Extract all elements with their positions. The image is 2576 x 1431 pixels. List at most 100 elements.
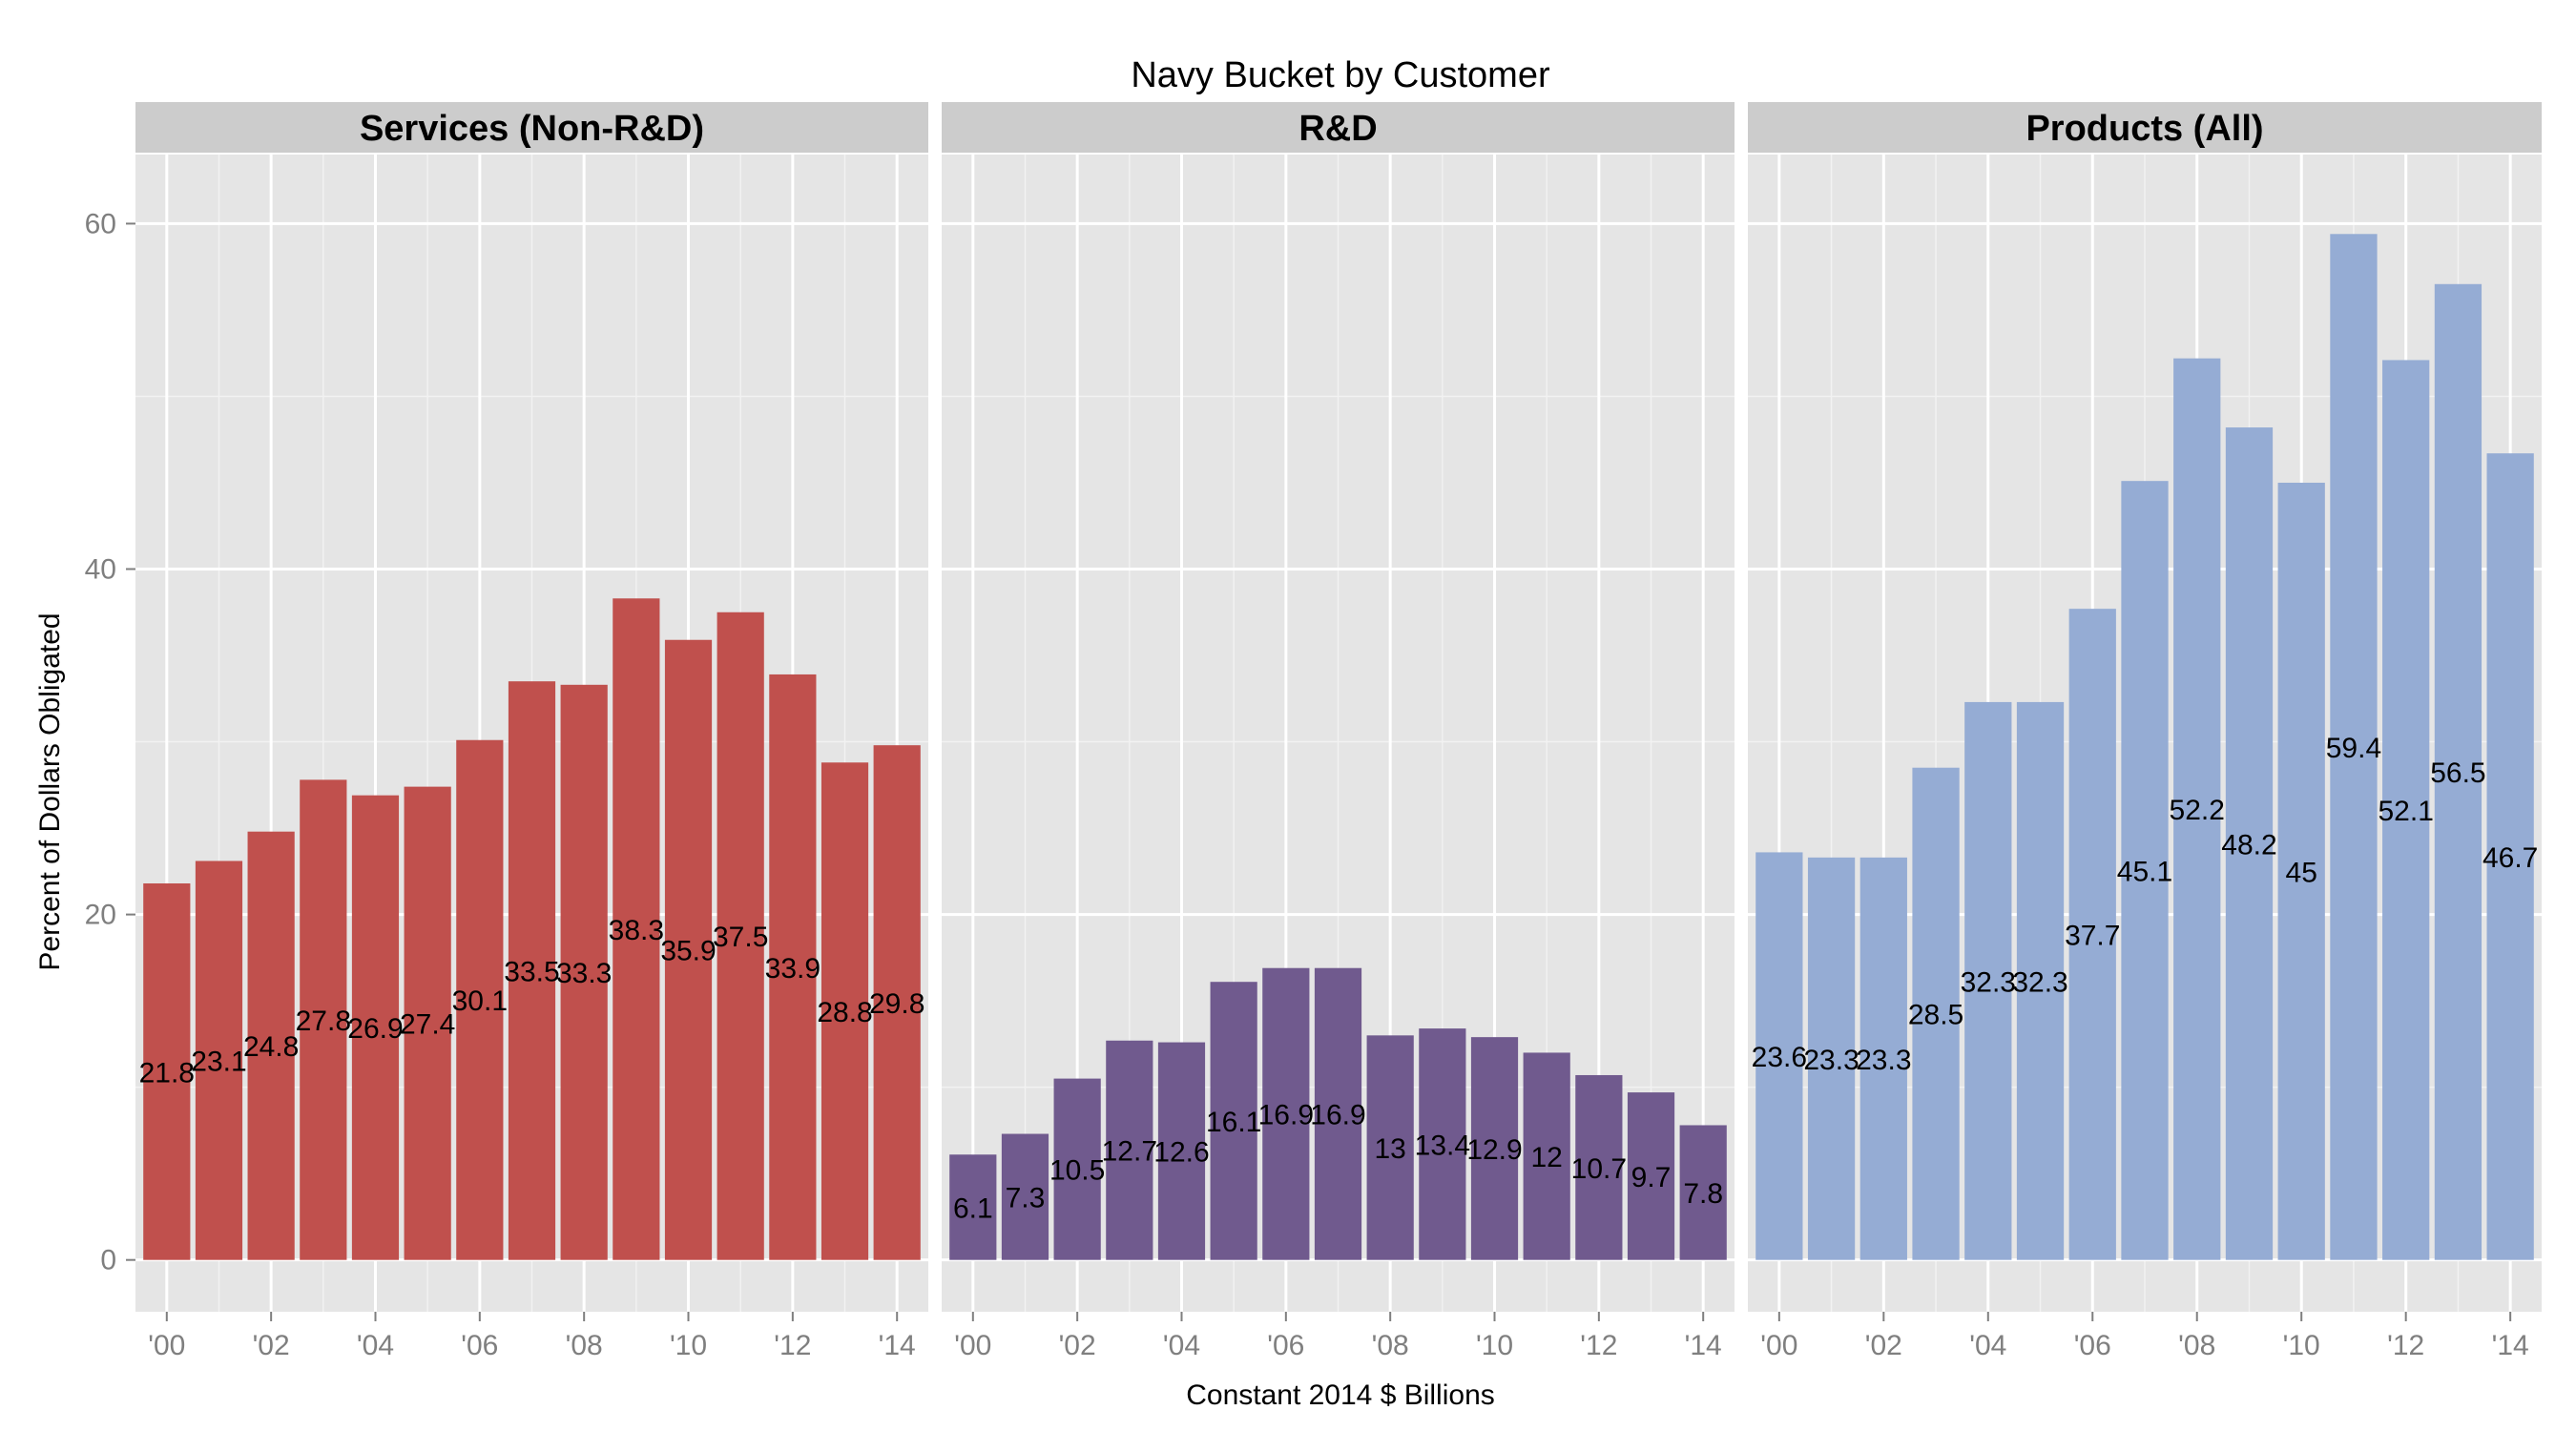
- bar: [2434, 283, 2483, 1260]
- bar: [456, 739, 504, 1260]
- bar: [1106, 1040, 1153, 1260]
- bar: [560, 684, 608, 1260]
- data-label: 6.1: [953, 1192, 993, 1224]
- bar: [1366, 1035, 1414, 1260]
- data-label: 24.8: [243, 1031, 299, 1063]
- data-label: 27.8: [296, 1006, 351, 1037]
- bar: [2277, 482, 2325, 1260]
- x-tick-label: '02: [1059, 1330, 1096, 1361]
- x-tick-label: '00: [1760, 1330, 1797, 1361]
- x-tick-label: '08: [566, 1330, 603, 1361]
- data-label: 26.9: [347, 1013, 403, 1045]
- bar: [1314, 967, 1362, 1260]
- y-axis-label: Percent of Dollars Obligated: [34, 612, 66, 970]
- facet-strip-label: Services (Non-R&D): [360, 109, 704, 149]
- x-tick-label: '08: [2178, 1330, 2215, 1361]
- data-label: 56.5: [2430, 757, 2485, 789]
- bar: [1157, 1042, 1206, 1260]
- x-tick-label: '04: [1163, 1330, 1200, 1361]
- x-axis-label: Constant 2014 $ Billions: [1186, 1379, 1495, 1411]
- data-label: 33.9: [765, 953, 821, 985]
- x-tick-label: '12: [774, 1330, 811, 1361]
- x-tick-label: '14: [1685, 1330, 1722, 1361]
- data-label: 9.7: [1631, 1162, 1672, 1193]
- y-tick-label: 20: [85, 900, 116, 931]
- data-label: 13.4: [1415, 1130, 1470, 1161]
- x-tick-label: '12: [2387, 1330, 2424, 1361]
- bar: [1419, 1028, 1466, 1260]
- x-tick-label: '14: [2492, 1330, 2529, 1361]
- x-tick-label: '02: [1865, 1330, 1902, 1361]
- data-label: 23.3: [1803, 1045, 1859, 1076]
- bar: [949, 1154, 997, 1260]
- bar: [2121, 481, 2169, 1260]
- data-label: 12.9: [1466, 1134, 1522, 1166]
- data-label: 45: [2286, 857, 2317, 888]
- data-label: 33.5: [504, 956, 559, 987]
- data-label: 59.4: [2326, 733, 2381, 764]
- bar: [404, 786, 451, 1260]
- bar: [2016, 701, 2065, 1260]
- x-tick-label: '10: [670, 1330, 707, 1361]
- data-label: 32.3: [2012, 966, 2067, 998]
- facet-strip: [135, 102, 928, 153]
- bar: [2173, 358, 2221, 1260]
- data-label: 7.3: [1006, 1183, 1046, 1214]
- bar: [2225, 427, 2274, 1260]
- panel-services-non-r-d: Services (Non-R&D) 21.823.124.827.826.927…: [135, 102, 928, 1361]
- x-tick-label: '10: [1476, 1330, 1513, 1361]
- bar: [2382, 360, 2430, 1260]
- bar: [300, 779, 347, 1260]
- data-label: 12.7: [1102, 1136, 1157, 1168]
- bar: [2330, 234, 2378, 1260]
- facet-panels: Services (Non-R&D) 21.823.124.827.826.927…: [135, 102, 2542, 1361]
- bar: [2486, 453, 2534, 1260]
- bar: [1859, 857, 1907, 1260]
- facet-strip-label: R&D: [1298, 109, 1377, 149]
- data-label: 16.1: [1206, 1107, 1261, 1138]
- bar: [1912, 767, 1960, 1260]
- facet-strip: [942, 102, 1735, 153]
- bar: [717, 612, 764, 1260]
- data-label: 37.5: [713, 922, 768, 953]
- data-label: 28.8: [817, 997, 872, 1028]
- x-tick-label: '06: [2074, 1330, 2111, 1361]
- x-tick-label: '04: [357, 1330, 394, 1361]
- facet-strip: [1748, 102, 2542, 153]
- x-tick-label: '04: [1969, 1330, 2006, 1361]
- data-label: 13: [1374, 1133, 1405, 1165]
- bar: [613, 598, 660, 1260]
- bar: [1964, 701, 2012, 1260]
- data-label: 52.1: [2378, 796, 2433, 827]
- bar: [873, 745, 921, 1260]
- bar: [1755, 852, 1803, 1260]
- data-label: 46.7: [2483, 842, 2538, 874]
- bar: [351, 795, 400, 1260]
- y-tick-label: 60: [85, 208, 116, 239]
- x-tick-label: '06: [461, 1330, 498, 1361]
- bar: [2068, 609, 2116, 1260]
- data-label: 29.8: [869, 988, 924, 1020]
- bar: [1053, 1078, 1101, 1260]
- x-tick-label: '10: [2283, 1330, 2320, 1361]
- data-label: 30.1: [452, 985, 508, 1017]
- bar: [247, 831, 295, 1260]
- data-label: 48.2: [2221, 829, 2276, 861]
- data-label: 52.2: [2170, 795, 2225, 826]
- data-label: 35.9: [660, 936, 716, 967]
- x-tick-label: '14: [879, 1330, 916, 1361]
- bar: [1001, 1133, 1049, 1260]
- data-label: 12: [1530, 1142, 1562, 1173]
- data-label: 38.3: [609, 915, 664, 946]
- y-tick-label: 40: [85, 554, 116, 586]
- panel-r-d: R&D6.1 7.310.512.712.616.116.916.913 13.41…: [942, 102, 1735, 1361]
- data-label: 28.5: [1908, 1000, 1963, 1031]
- bar: [1679, 1125, 1727, 1260]
- x-tick-label: '02: [253, 1330, 290, 1361]
- data-label: 23.3: [1856, 1045, 1911, 1076]
- data-label: 16.9: [1258, 1100, 1314, 1131]
- bar: [1575, 1074, 1623, 1260]
- bar: [143, 883, 191, 1260]
- data-label: 10.7: [1571, 1153, 1627, 1185]
- data-label: 7.8: [1683, 1178, 1723, 1210]
